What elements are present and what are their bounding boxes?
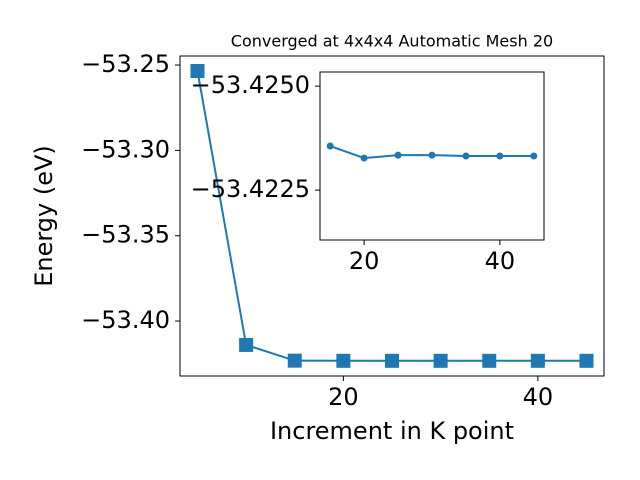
y-tick-label: −53.25 <box>81 50 170 78</box>
marker <box>428 151 436 159</box>
marker <box>190 64 205 79</box>
marker <box>360 154 368 162</box>
y-tick-label: −53.4225 <box>191 175 310 203</box>
marker <box>239 337 254 352</box>
marker <box>496 152 504 160</box>
marker <box>530 353 545 368</box>
y-tick-label: −53.30 <box>81 135 170 163</box>
chart-title: Converged at 4x4x4 Automatic Mesh 20 <box>231 32 553 51</box>
y-tick-label: −53.40 <box>81 306 170 334</box>
y-tick-label: −53.4250 <box>191 71 310 99</box>
marker <box>336 353 351 368</box>
axes-frame <box>319 71 545 241</box>
marker <box>462 152 470 160</box>
y-axis-label: Energy (eV) <box>30 145 58 287</box>
marker <box>385 353 399 368</box>
x-tick-label: 40 <box>485 247 516 275</box>
marker <box>326 142 334 150</box>
marker <box>530 152 538 160</box>
marker <box>433 353 448 368</box>
marker <box>394 151 402 159</box>
marker <box>579 353 594 368</box>
marker <box>287 353 302 368</box>
marker <box>482 353 497 368</box>
x-tick-label: 40 <box>523 383 554 411</box>
x-tick-label: 20 <box>349 247 380 275</box>
x-tick-label: 20 <box>328 383 359 411</box>
axes-frame <box>179 55 605 377</box>
x-axis-label: Increment in K point <box>270 417 514 445</box>
y-tick-label: −53.35 <box>81 221 170 249</box>
